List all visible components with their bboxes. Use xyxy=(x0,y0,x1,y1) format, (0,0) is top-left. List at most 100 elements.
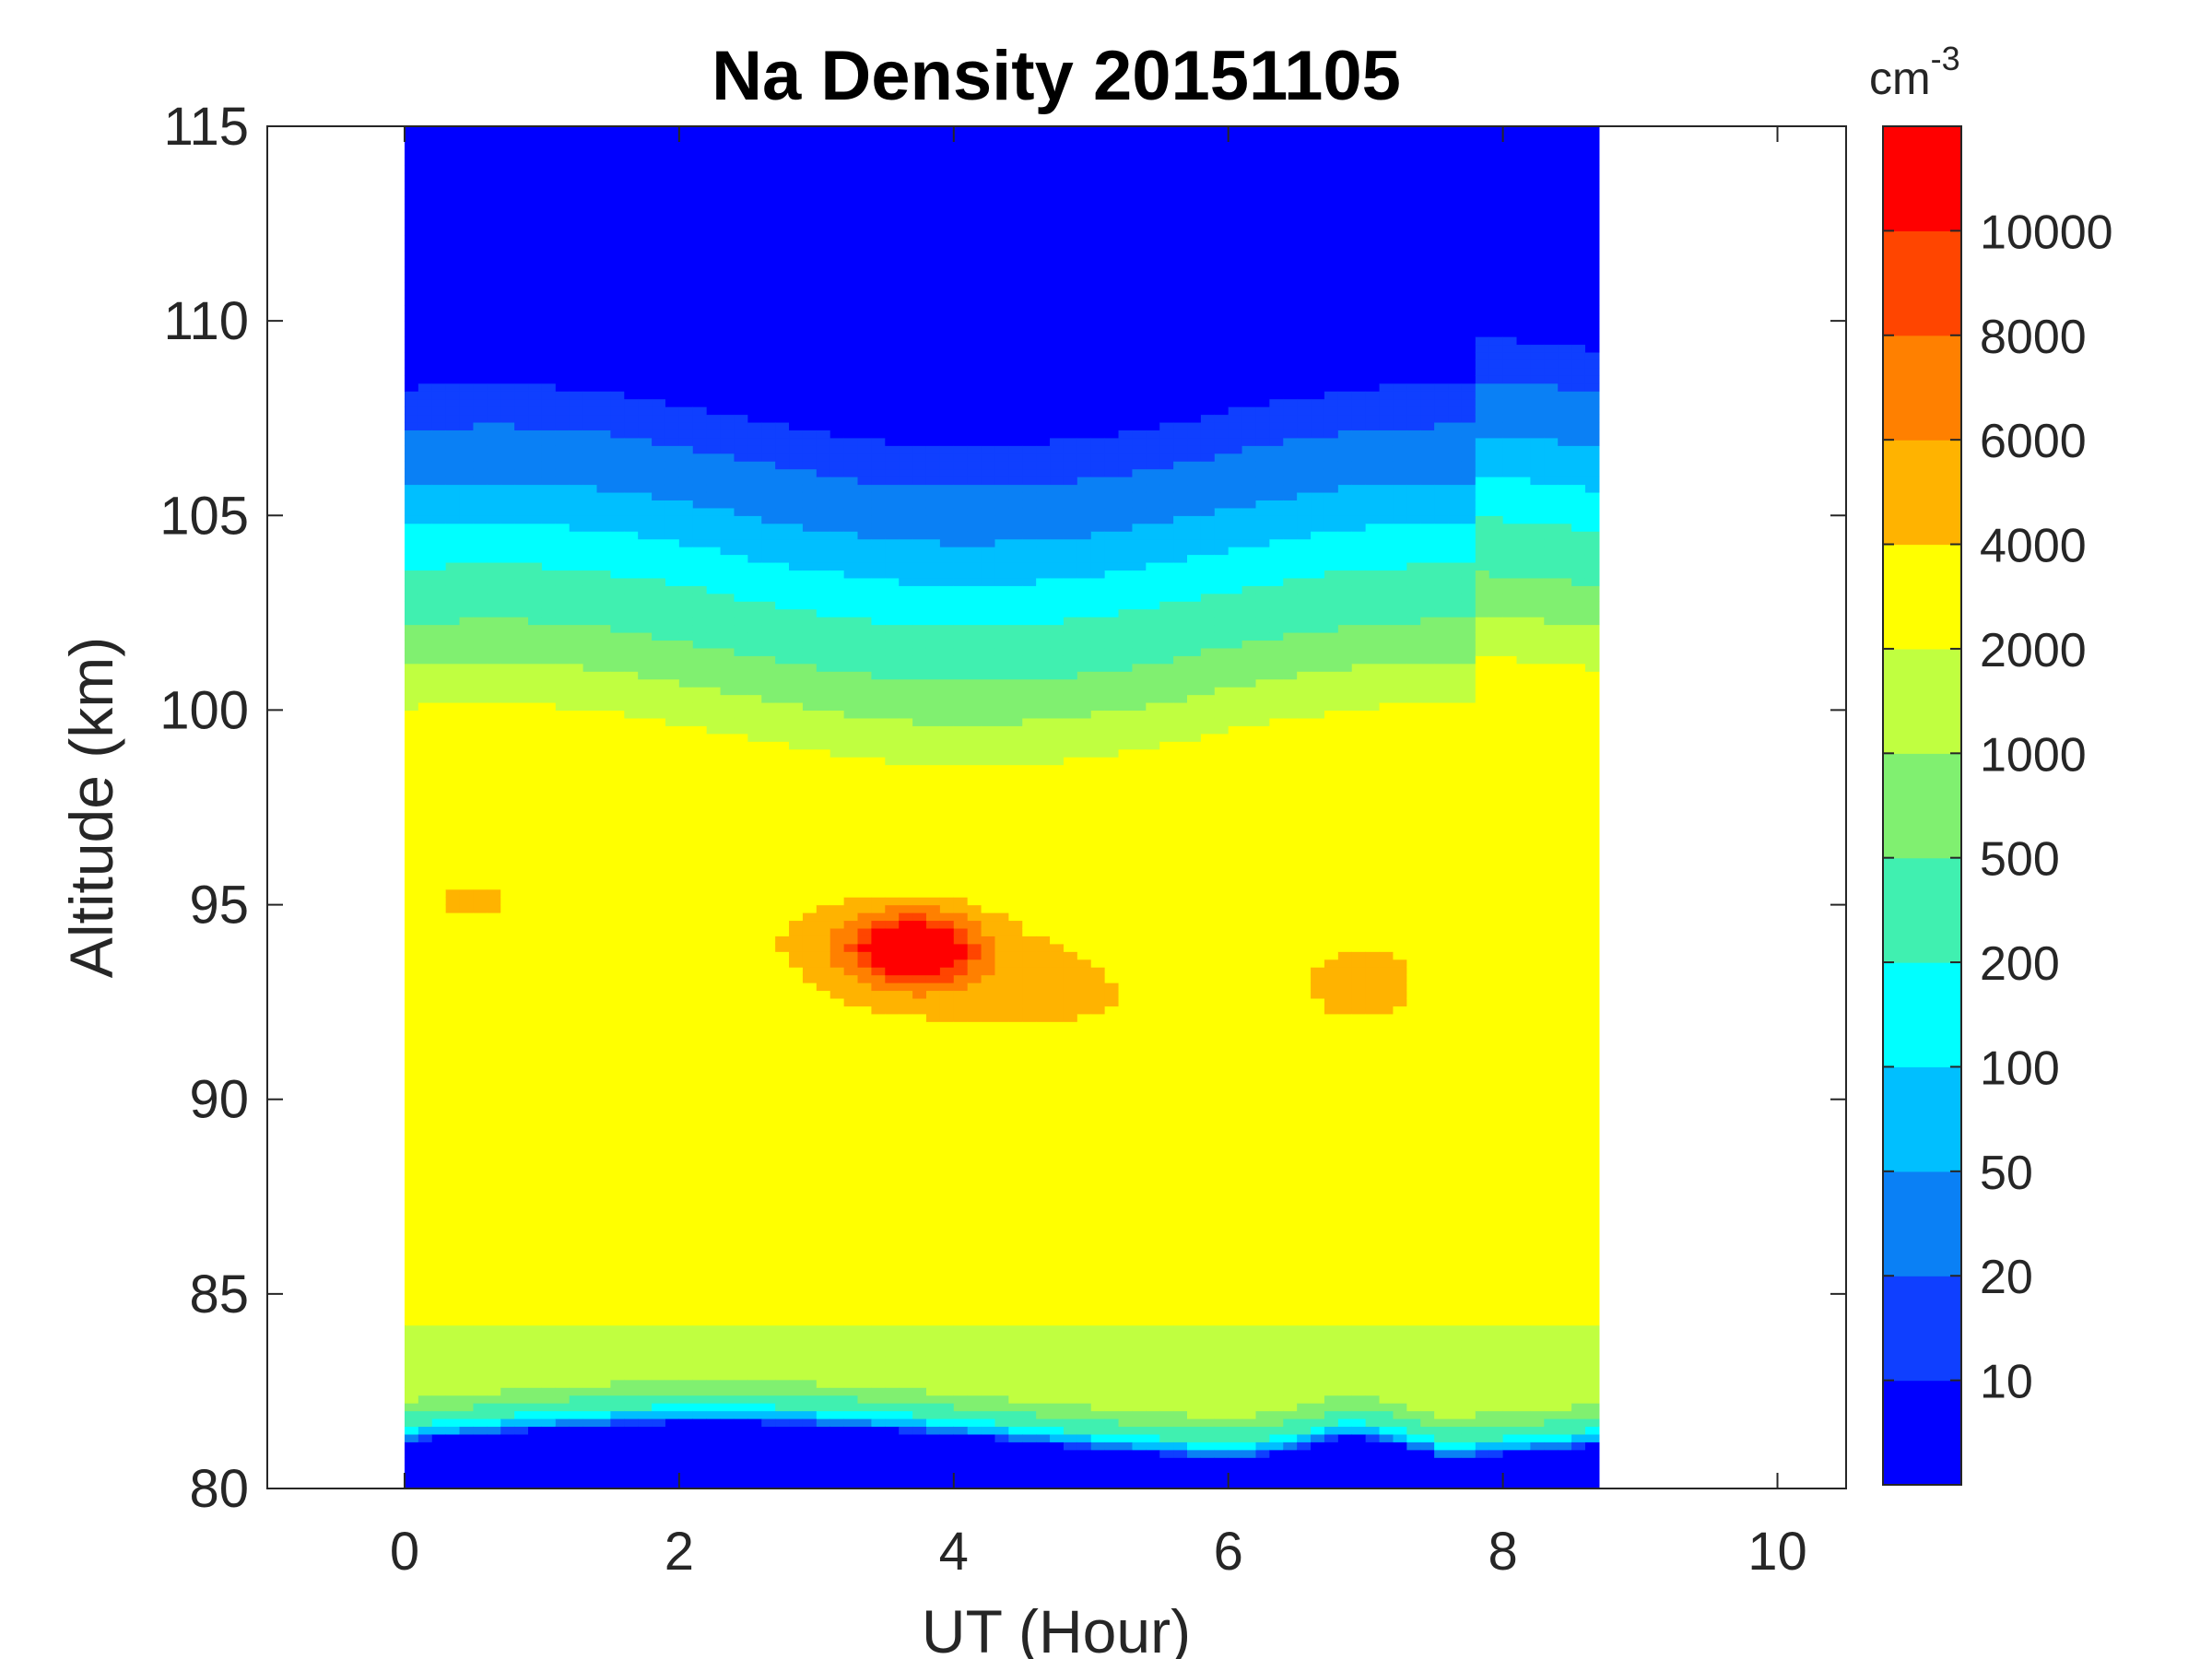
contour-cell xyxy=(720,1107,735,1116)
contour-cell xyxy=(747,1410,762,1419)
contour-cell xyxy=(418,764,433,773)
contour-cell xyxy=(418,1426,433,1435)
contour-cell xyxy=(500,531,515,540)
contour-cell xyxy=(596,1006,611,1015)
contour-cell xyxy=(665,748,680,758)
contour-cell xyxy=(418,1231,433,1241)
contour-cell xyxy=(720,305,735,314)
contour-cell xyxy=(473,1324,488,1334)
contour-cell xyxy=(596,172,611,182)
contour-cell xyxy=(692,429,708,439)
contour-cell xyxy=(652,336,666,346)
contour-cell xyxy=(528,951,543,960)
contour-cell xyxy=(665,671,680,680)
contour-cell xyxy=(734,204,748,213)
contour-cell xyxy=(720,1021,735,1030)
contour-cell xyxy=(528,1410,543,1419)
contour-cell xyxy=(652,1363,666,1372)
contour-cell xyxy=(775,1037,790,1046)
contour-cell xyxy=(445,1146,461,1155)
contour-cell xyxy=(624,1441,639,1451)
contour-cell xyxy=(665,1177,680,1186)
contour-cell xyxy=(720,678,735,688)
contour-cell xyxy=(445,1426,461,1435)
contour-cell xyxy=(610,850,625,859)
contour-cell xyxy=(404,391,419,400)
contour-cell xyxy=(720,717,735,726)
contour-cell xyxy=(404,235,419,244)
contour-cell xyxy=(596,181,611,190)
contour-cell xyxy=(761,196,776,206)
contour-cell xyxy=(445,1177,461,1186)
contour-cell xyxy=(692,1044,708,1053)
contour-cell xyxy=(652,927,666,936)
contour-cell xyxy=(665,1123,680,1132)
contour-cell xyxy=(459,1200,475,1209)
contour-cell xyxy=(555,251,571,260)
contour-cell xyxy=(665,710,680,719)
contour-cell xyxy=(487,1021,501,1030)
contour-cell xyxy=(652,1076,666,1085)
contour-cell xyxy=(473,787,488,796)
contour-cell xyxy=(445,1207,461,1217)
contour-cell xyxy=(582,312,598,322)
contour-cell xyxy=(487,1029,501,1038)
contour-cell xyxy=(652,663,666,672)
contour-cell xyxy=(445,967,461,976)
contour-cell xyxy=(418,1247,433,1256)
contour-cell xyxy=(487,795,501,805)
contour-cell xyxy=(692,266,708,276)
contour-cell xyxy=(418,1418,433,1428)
contour-cell xyxy=(569,1037,584,1046)
contour-cell xyxy=(555,982,571,992)
contour-cell xyxy=(459,827,475,836)
contour-cell xyxy=(582,967,598,976)
contour-cell xyxy=(692,803,708,812)
contour-cell xyxy=(734,787,748,796)
contour-cell xyxy=(652,453,666,462)
contour-cell xyxy=(624,982,639,992)
contour-cell xyxy=(610,834,625,843)
contour-cell xyxy=(720,172,735,182)
contour-cell xyxy=(473,601,488,610)
contour-cell xyxy=(514,725,529,735)
contour-cell xyxy=(665,554,680,563)
contour-cell xyxy=(569,701,584,712)
contour-cell xyxy=(692,881,708,890)
contour-cell xyxy=(652,274,666,283)
contour-cell xyxy=(678,873,694,882)
contour-cell xyxy=(473,1403,488,1412)
contour-cell xyxy=(652,1006,666,1015)
contour-cell xyxy=(514,593,529,602)
contour-cell xyxy=(418,172,433,182)
contour-cell xyxy=(775,1177,790,1186)
contour-cell xyxy=(761,211,776,220)
contour-cell xyxy=(678,367,694,376)
contour-cell xyxy=(459,1021,475,1030)
contour-cell xyxy=(638,888,653,898)
contour-cell xyxy=(652,281,666,290)
contour-cell xyxy=(652,834,666,843)
contour-cell xyxy=(459,1263,475,1272)
contour-cell xyxy=(775,1371,790,1381)
contour-cell xyxy=(418,1363,433,1372)
contour-cell xyxy=(747,624,762,633)
contour-cell xyxy=(610,974,625,983)
contour-cell xyxy=(514,1356,529,1365)
contour-cell xyxy=(404,196,419,206)
contour-cell xyxy=(678,484,694,493)
contour-cell xyxy=(541,1301,557,1311)
contour-cell xyxy=(404,881,419,890)
contour-cell xyxy=(582,897,598,906)
contour-cell xyxy=(678,1076,694,1085)
contour-cell xyxy=(528,211,543,220)
contour-cell xyxy=(500,188,515,197)
contour-cell xyxy=(596,554,611,563)
contour-cell xyxy=(706,974,722,983)
contour-cell xyxy=(665,1333,680,1342)
contour-cell xyxy=(500,1013,515,1022)
contour-cell xyxy=(418,523,433,532)
contour-cell xyxy=(487,1403,501,1412)
contour-cell xyxy=(610,570,625,579)
contour-cell xyxy=(720,321,735,330)
